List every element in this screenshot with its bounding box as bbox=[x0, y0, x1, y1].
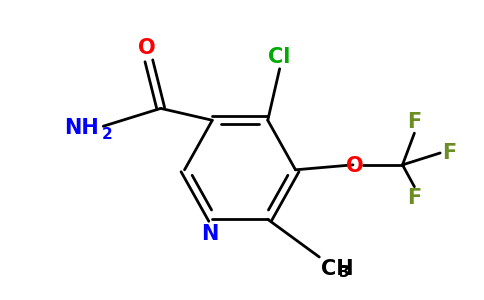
Text: 2: 2 bbox=[101, 127, 112, 142]
Text: NH: NH bbox=[64, 118, 99, 138]
Text: F: F bbox=[407, 112, 422, 132]
Text: O: O bbox=[138, 38, 156, 58]
Text: Cl: Cl bbox=[269, 47, 291, 67]
Text: F: F bbox=[442, 143, 456, 163]
Text: O: O bbox=[346, 156, 364, 176]
Text: CH: CH bbox=[321, 259, 354, 279]
Text: N: N bbox=[202, 224, 219, 244]
Text: F: F bbox=[407, 188, 422, 208]
Text: 3: 3 bbox=[339, 265, 350, 280]
